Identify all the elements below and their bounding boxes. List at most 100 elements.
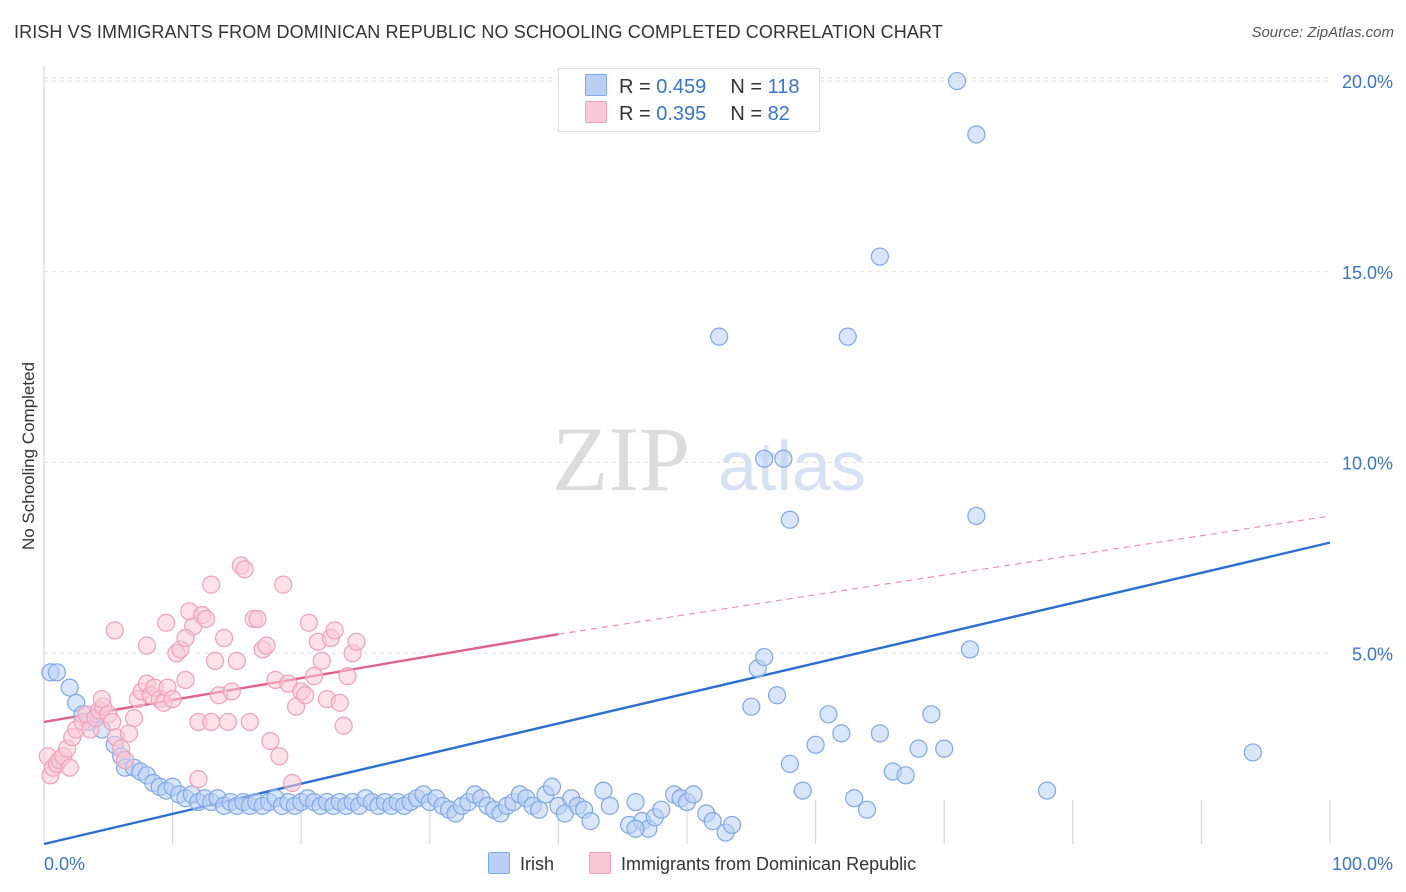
dominican-point-70 bbox=[334, 716, 353, 735]
y-axis-title: No Schooling Completed bbox=[19, 362, 38, 550]
dominican-r-value: 0.395 bbox=[656, 103, 707, 125]
irish-point-114 bbox=[909, 739, 928, 758]
irish-point-119 bbox=[774, 449, 793, 468]
irish-point-107 bbox=[819, 705, 838, 724]
dominican-point-53 bbox=[261, 731, 280, 751]
dominican-point-65 bbox=[312, 651, 331, 670]
irish-point-82 bbox=[594, 781, 613, 800]
irish-legend-label: Irish bbox=[520, 854, 555, 874]
correlation-legend: R = 0.459 N = 118 R = 0.395 N = 82 bbox=[558, 68, 820, 132]
x-tick-label-0: 0.0% bbox=[44, 854, 85, 874]
data-points bbox=[38, 71, 1262, 842]
tick-labels: 5.0% 10.0% 15.0% 20.0% 0.0% 100.0% bbox=[44, 72, 1393, 874]
irish-r-value: 0.459 bbox=[656, 76, 707, 98]
irish-point-102 bbox=[755, 647, 774, 667]
irish-point-113 bbox=[896, 766, 915, 785]
dominican-point-78 bbox=[157, 613, 176, 632]
dominican-point-58 bbox=[283, 773, 302, 793]
dominican-point-42 bbox=[214, 628, 234, 648]
dominican-point-50 bbox=[248, 609, 267, 629]
y-tick-label-20: 20.0% bbox=[1342, 72, 1393, 92]
x-tick-label-100: 100.0% bbox=[1332, 854, 1393, 874]
dominican-point-33 bbox=[176, 670, 195, 690]
irish-point-106 bbox=[806, 735, 825, 754]
y-tick-label-15: 15.0% bbox=[1342, 263, 1393, 283]
dominican-point-43 bbox=[218, 712, 237, 732]
irish-point-122 bbox=[838, 327, 857, 346]
chart-title: IRISH VS IMMIGRANTS FROM DOMINICAN REPUB… bbox=[14, 22, 943, 42]
irish-point-125 bbox=[947, 71, 967, 91]
irish-point-103 bbox=[767, 686, 787, 705]
irish-r-label: R = bbox=[619, 76, 657, 98]
irish-point-123 bbox=[870, 247, 890, 266]
dominican-point-48 bbox=[240, 712, 259, 732]
dominican-point-79 bbox=[92, 689, 111, 709]
y-tick-label-5: 5.0% bbox=[1352, 644, 1393, 664]
irish-point-85 bbox=[626, 792, 645, 812]
irish-point-120 bbox=[755, 449, 774, 468]
dominican-point-19 bbox=[115, 750, 135, 770]
dominican-point-30 bbox=[163, 689, 182, 709]
legend-row-dominican: R = 0.395 N = 82 bbox=[585, 101, 802, 127]
irish-point-105 bbox=[793, 781, 812, 800]
dominican-point-77 bbox=[202, 575, 221, 594]
legend-item-dominican[interactable]: Immigrants from Dominican Republic bbox=[589, 852, 916, 875]
irish-point-115 bbox=[922, 705, 941, 724]
dominican-point-38 bbox=[196, 609, 216, 629]
dominican-n-label: N = bbox=[730, 103, 768, 125]
dominican-point-62 bbox=[299, 613, 319, 632]
irish-point-1 bbox=[47, 663, 66, 682]
irish-point-110 bbox=[857, 800, 877, 819]
dominican-point-16 bbox=[103, 712, 122, 732]
dominican-trend-line bbox=[43, 633, 559, 724]
irish-legend-swatch bbox=[488, 852, 510, 874]
dominican-r-label: R = bbox=[619, 103, 657, 125]
dominican-point-76 bbox=[176, 628, 195, 648]
irish-point-127 bbox=[1037, 781, 1057, 800]
series-legend: Irish Immigrants from Dominican Republic bbox=[488, 852, 946, 875]
irish-point-111 bbox=[870, 724, 890, 743]
watermark-zip: ZIP bbox=[552, 408, 690, 510]
dominican-point-68 bbox=[325, 621, 344, 640]
dominican-point-44 bbox=[222, 682, 241, 701]
irish-point-83 bbox=[600, 796, 619, 815]
irish-point-98 bbox=[626, 819, 645, 838]
dominican-point-55 bbox=[270, 747, 289, 766]
dominican-point-69 bbox=[330, 693, 349, 712]
dominican-point-81 bbox=[189, 770, 208, 789]
dominican-point-73 bbox=[347, 632, 366, 651]
dominican-point-56 bbox=[274, 575, 293, 594]
dominican-point-40 bbox=[205, 651, 225, 670]
dominican-legend-swatch bbox=[589, 852, 612, 874]
dominican-swatch bbox=[585, 101, 607, 123]
dominican-point-74 bbox=[105, 621, 124, 640]
dominican-point-52 bbox=[257, 636, 276, 655]
irish-point-126 bbox=[967, 125, 986, 144]
irish-point-97 bbox=[722, 815, 742, 835]
dominican-n-value: 82 bbox=[767, 103, 790, 125]
irish-swatch bbox=[585, 74, 607, 96]
watermark: ZIP atlas bbox=[552, 408, 866, 510]
irish-n-value: 118 bbox=[767, 76, 800, 98]
y-tick-label-10: 10.0% bbox=[1342, 454, 1393, 474]
source-label: Source: ZipAtlas.com bbox=[1251, 24, 1394, 41]
irish-point-118 bbox=[710, 327, 729, 346]
irish-point-108 bbox=[832, 724, 851, 743]
irish-point-104 bbox=[780, 754, 799, 773]
dominican-point-20 bbox=[119, 724, 138, 743]
dominican-point-75 bbox=[137, 636, 156, 655]
irish-point-121 bbox=[780, 510, 799, 529]
irish-n-label: N = bbox=[730, 76, 768, 98]
irish-point-128 bbox=[1243, 743, 1262, 762]
dominican-point-80 bbox=[60, 758, 79, 777]
irish-point-109 bbox=[845, 789, 864, 808]
dominican-point-39 bbox=[202, 712, 221, 732]
irish-point-95 bbox=[703, 812, 722, 831]
legend-row-irish: R = 0.459 N = 118 bbox=[585, 74, 799, 100]
irish-point-99 bbox=[581, 812, 600, 831]
legend-item-irish[interactable]: Irish bbox=[488, 852, 554, 875]
irish-point-89 bbox=[652, 800, 671, 819]
dominican-point-45 bbox=[227, 651, 246, 670]
dominican-point-63 bbox=[304, 667, 324, 686]
